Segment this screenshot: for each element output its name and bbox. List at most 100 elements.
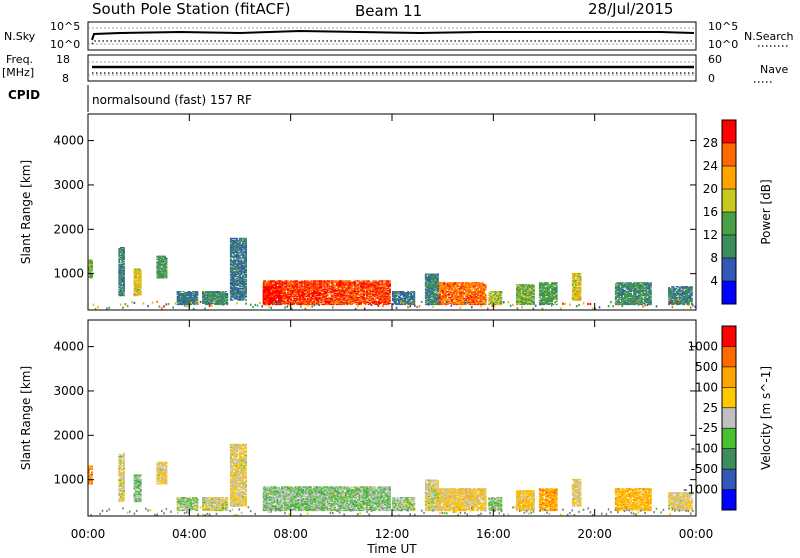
heatmap-cell-region-2 bbox=[482, 282, 484, 283]
heatmap-cell-region-12 bbox=[196, 291, 198, 292]
sky-right-tick-bottom: 10^0 bbox=[708, 38, 738, 51]
heatmap-cell-region-10 bbox=[140, 290, 142, 291]
heatmap-cell-region-8 bbox=[691, 298, 693, 299]
heatmap-cell-region-9 bbox=[123, 263, 125, 264]
heatmap-cell-region-4 bbox=[533, 284, 535, 285]
heatmap-cell-region-0 bbox=[349, 280, 351, 281]
heatmap-cell-region-13 bbox=[225, 291, 227, 292]
heatmap-cell-region-9 bbox=[123, 295, 125, 296]
freq-label-2: [MHz] bbox=[2, 66, 34, 79]
heatmap-cell-region-0 bbox=[264, 280, 266, 281]
heatmap-cell-region-1 bbox=[280, 304, 282, 305]
sky-panel: N.Sky 10^5 10^0 10^5 10^0 N.Search bbox=[4, 20, 794, 51]
station-title: South Pole Station (fitACF) bbox=[92, 0, 290, 18]
heatmap-cell-region-7 bbox=[630, 293, 632, 294]
nave-label: Nave bbox=[760, 63, 788, 76]
heatmap-cell-region-11 bbox=[166, 269, 168, 270]
heatmap-cell-region-1 bbox=[280, 290, 282, 291]
sky-left-tick-top: 10^5 bbox=[50, 20, 80, 33]
heatmap-cell-region-0 bbox=[389, 296, 391, 297]
heatmap-cell-region-5 bbox=[556, 294, 558, 295]
cpid-label: CPID bbox=[8, 88, 40, 102]
heatmap-cell-region-0 bbox=[389, 280, 391, 281]
heatmap-cell-region-7 bbox=[650, 289, 652, 290]
sky-left-label: N.Sky bbox=[4, 30, 36, 43]
power-cells bbox=[88, 238, 696, 310]
heatmap-cell-region-5 bbox=[556, 301, 558, 302]
heatmap-cell-region-0 bbox=[328, 284, 330, 285]
cpid-mode-text: normalsound (fast) 157 RF bbox=[92, 93, 252, 107]
heatmap-cell-region-3 bbox=[500, 291, 502, 292]
heatmap-cell-region-7 bbox=[650, 282, 652, 283]
heatmap-cell-region-5 bbox=[553, 304, 555, 305]
heatmap-cell-region-6 bbox=[580, 297, 582, 298]
heatmap-cell-region-4 bbox=[533, 293, 535, 294]
freq-panel: Freq. [MHz] 18 8 60 0 Nave bbox=[2, 53, 788, 85]
sky-count-line bbox=[92, 31, 694, 40]
heatmap-cell-region-8 bbox=[673, 286, 675, 287]
heatmap-cell-region-1 bbox=[280, 295, 282, 296]
heatmap-cell-region-0 bbox=[389, 294, 391, 295]
heatmap-cell-region-2 bbox=[485, 294, 487, 295]
heatmap-cell-region-4 bbox=[533, 296, 535, 297]
freq-tick-bottom: 8 bbox=[62, 72, 69, 85]
heatmap-cell-region-5 bbox=[548, 282, 550, 283]
heatmap-cell-region-7 bbox=[650, 296, 652, 297]
heatmap-cell-region-8 bbox=[691, 303, 693, 304]
freq-label-1: Freq. bbox=[6, 53, 33, 66]
nave-tick-bottom: 0 bbox=[708, 72, 715, 85]
heatmap-cell-region-1 bbox=[280, 286, 282, 287]
heatmap-cell-region-0 bbox=[389, 283, 391, 284]
heatmap-cell-region-9 bbox=[123, 266, 125, 267]
heatmap-cell-region-5 bbox=[556, 304, 558, 305]
heatmap-cell-region-12 bbox=[180, 291, 182, 292]
beam-label: Beam 11 bbox=[355, 2, 422, 20]
heatmap-cell-region-2 bbox=[485, 284, 487, 285]
freq-tick-top: 18 bbox=[56, 53, 70, 66]
heatmap-cell-region-13 bbox=[226, 302, 228, 303]
heatmap-cell-region-4 bbox=[533, 301, 535, 302]
heatmap-cell-region-5 bbox=[556, 285, 558, 286]
heatmap-cell-region-11 bbox=[166, 258, 168, 259]
heatmap-cell-region-11 bbox=[164, 256, 166, 257]
heatmap-cell-region-3 bbox=[500, 295, 502, 296]
heatmap-cell-region-0 bbox=[327, 294, 329, 295]
sky-right-tick-top: 10^5 bbox=[708, 20, 738, 33]
heatmap-cell-region-0 bbox=[356, 282, 358, 283]
search-count-line bbox=[92, 41, 694, 44]
heatmap-cell-region-8 bbox=[691, 291, 693, 292]
heatmap-cell-region-6 bbox=[580, 275, 582, 276]
heatmap-cell-region-9 bbox=[123, 247, 125, 248]
heatmap-cell-region-7 bbox=[650, 299, 652, 300]
heatmap-cell-region-6 bbox=[580, 273, 582, 274]
heatmap-cell-region-7 bbox=[650, 287, 652, 288]
heatmap-cell-region-6 bbox=[580, 295, 582, 296]
heatmap-cell-region-12 bbox=[196, 297, 198, 298]
heatmap-cell-region-12 bbox=[196, 299, 198, 300]
heatmap-cell-region-6 bbox=[580, 287, 582, 288]
sky-left-tick-bottom: 10^0 bbox=[50, 38, 80, 51]
heatmap-cell-region-9 bbox=[123, 261, 125, 262]
heatmap-cell-region-3 bbox=[500, 297, 502, 298]
heatmap-cell-region-0 bbox=[389, 288, 391, 289]
heatmap-cell-region-2 bbox=[457, 284, 459, 285]
heatmap-cell-region-11 bbox=[166, 265, 168, 266]
heatmap-cell-region-13 bbox=[226, 293, 228, 294]
heatmap-cell-region-0 bbox=[333, 283, 335, 284]
date-label: 28/Jul/2015 bbox=[588, 0, 673, 18]
heatmap-cell-region-8 bbox=[691, 286, 693, 287]
heatmap-cell-region-14 bbox=[231, 299, 233, 300]
nave-tick-top: 60 bbox=[708, 53, 722, 66]
heatmap-cell-region-5 bbox=[556, 282, 558, 283]
heatmap-cell-region-0 bbox=[389, 303, 391, 304]
sky-panel-frame bbox=[88, 22, 696, 50]
search-right-label: N.Search bbox=[744, 30, 794, 43]
heatmap-cell-region-14 bbox=[230, 258, 232, 259]
heatmap-cell-region-9 bbox=[123, 293, 125, 294]
heatmap-cell-region-13 bbox=[226, 299, 228, 300]
heatmap-cell-region-10 bbox=[140, 270, 142, 271]
heatmap-cell-region-7 bbox=[641, 297, 643, 298]
heatmap-cell-region-9 bbox=[123, 276, 125, 277]
